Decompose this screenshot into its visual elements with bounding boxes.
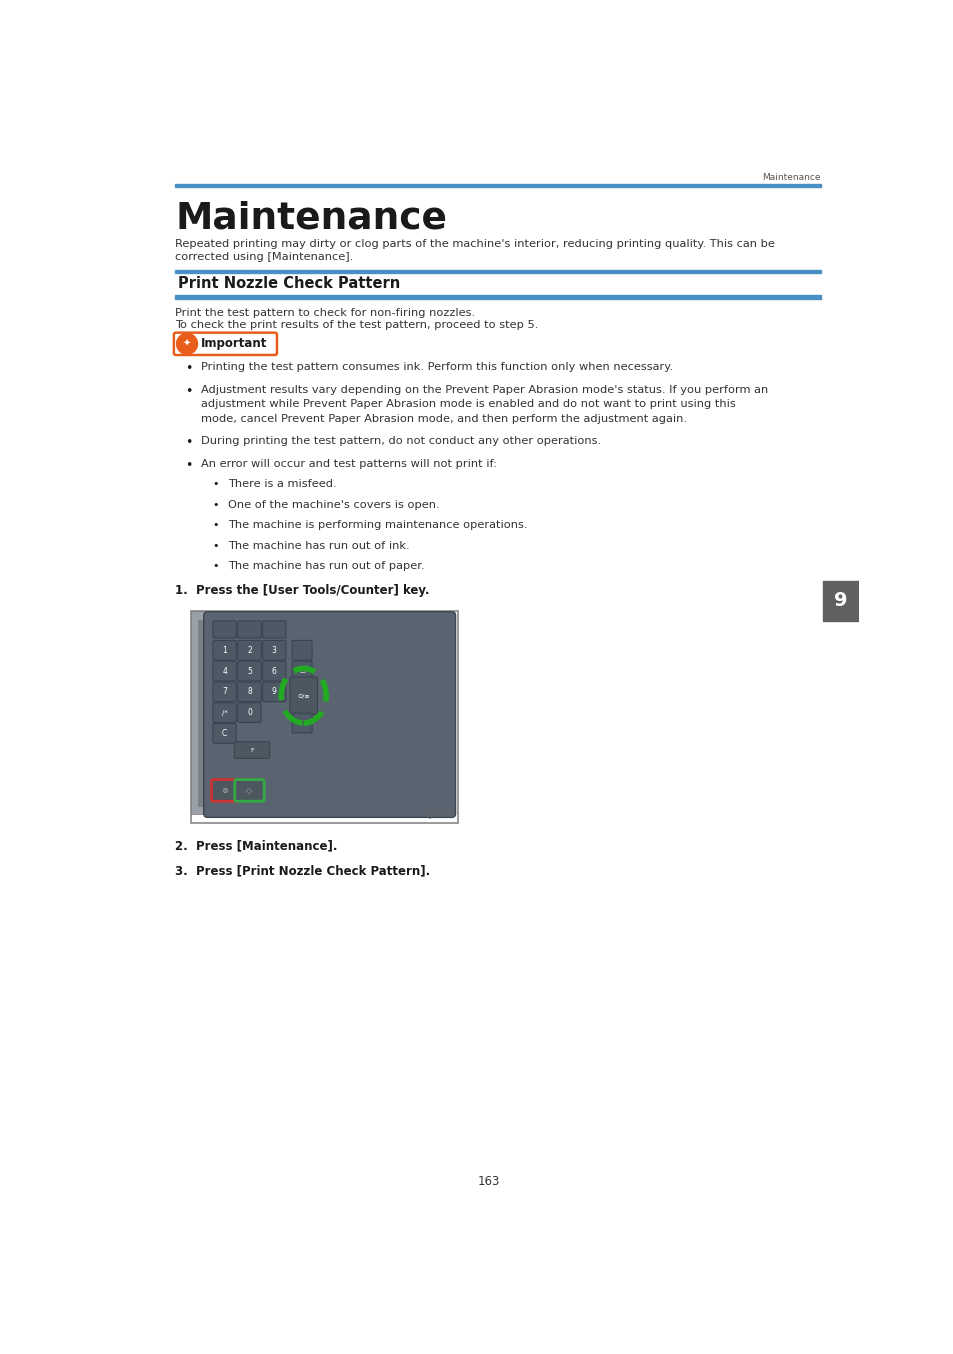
Bar [191,611,457,823]
Text: 1.  Press the [User Tools/Counter] key.: 1. Press the [User Tools/Counter] key. [174,584,429,597]
Text: ◇: ◇ [246,785,253,795]
Text: Repeated printing may dirty or clog parts of the machine's interior, reducing pr: Repeated printing may dirty or clog part… [174,238,774,249]
FancyBboxPatch shape [213,661,236,681]
FancyBboxPatch shape [234,742,270,758]
Text: •: • [212,561,218,571]
Text: •: • [212,500,218,509]
Text: Printing the test pattern consumes ink. Perform this function only when necessar: Printing the test pattern consumes ink. … [201,362,673,372]
Text: •: • [212,479,218,489]
Text: •: • [185,362,193,375]
Text: •: • [212,540,218,551]
Text: 2: 2 [247,646,252,655]
Text: The machine has run out of paper.: The machine has run out of paper. [228,561,424,571]
Text: mode, cancel Prevent Paper Abrasion mode, and then perform the adjustment again.: mode, cancel Prevent Paper Abrasion mode… [201,413,687,424]
Text: Adjustment results vary depending on the Prevent Paper Abrasion mode's status. I: Adjustment results vary depending on the… [201,385,768,395]
FancyBboxPatch shape [213,723,236,743]
Circle shape [176,333,197,355]
Text: To check the print results of the test pattern, proceed to step 5.: To check the print results of the test p… [174,321,537,330]
Text: 6: 6 [272,666,276,676]
Bar [174,295,820,299]
FancyBboxPatch shape [262,621,286,638]
Text: Print Nozzle Check Pattern: Print Nozzle Check Pattern [178,276,400,291]
Text: 3.  Press [Print Nozzle Check Pattern].: 3. Press [Print Nozzle Check Pattern]. [174,864,430,877]
FancyBboxPatch shape [213,640,236,661]
FancyBboxPatch shape [292,640,312,661]
Text: The machine is performing maintenance operations.: The machine is performing maintenance op… [228,520,527,531]
Text: 7: 7 [222,688,227,696]
Text: 9: 9 [272,688,276,696]
Text: 163: 163 [477,1175,499,1187]
Text: 5: 5 [247,666,252,676]
FancyBboxPatch shape [234,780,264,802]
Text: 9: 9 [833,592,846,611]
Text: ⊙/≡: ⊙/≡ [297,693,310,699]
FancyBboxPatch shape [292,661,312,681]
Bar [198,620,206,807]
Text: adjustment while Prevent Paper Abrasion mode is enabled and do not want to print: adjustment while Prevent Paper Abrasion … [201,399,736,409]
Text: 0: 0 [247,708,252,718]
FancyBboxPatch shape [204,612,456,818]
Text: One of the machine's covers is open.: One of the machine's covers is open. [228,500,439,509]
Text: corrected using [Maintenance].: corrected using [Maintenance]. [174,252,353,261]
Text: 4: 4 [222,666,227,676]
Text: 1: 1 [222,646,227,655]
Text: •: • [185,436,193,450]
FancyBboxPatch shape [237,682,261,701]
Bar [174,184,820,187]
Text: /*: /* [221,709,227,716]
Text: Print the test pattern to check for non-firing nozzles.: Print the test pattern to check for non-… [174,307,475,318]
Text: An error will occur and test patterns will not print if:: An error will occur and test patterns wi… [201,459,497,468]
FancyBboxPatch shape [237,661,261,681]
FancyBboxPatch shape [212,780,237,802]
Text: •: • [185,385,193,398]
FancyBboxPatch shape [237,621,261,638]
Text: During printing the test pattern, do not conduct any other operations.: During printing the test pattern, do not… [201,436,601,447]
Text: Maintenance: Maintenance [174,200,447,236]
FancyBboxPatch shape [262,640,286,661]
Bar [191,611,208,814]
Text: ⊗: ⊗ [221,785,228,795]
Text: 8: 8 [247,688,252,696]
Text: 2.  Press [Maintenance].: 2. Press [Maintenance]. [174,839,337,853]
FancyBboxPatch shape [262,682,286,701]
Text: □: □ [299,669,305,673]
FancyBboxPatch shape [213,621,236,638]
Text: 3: 3 [272,646,276,655]
FancyBboxPatch shape [237,703,261,723]
Text: C: C [222,728,227,738]
Text: •: • [185,459,193,473]
FancyBboxPatch shape [213,703,236,723]
Text: Maintenance: Maintenance [761,173,820,183]
Text: Important: Important [200,337,267,351]
Bar [822,581,858,621]
FancyBboxPatch shape [237,640,261,661]
Text: F: F [250,747,253,753]
FancyBboxPatch shape [173,333,276,355]
Text: The machine has run out of ink.: The machine has run out of ink. [228,540,409,551]
Text: ✦: ✦ [183,338,191,349]
FancyBboxPatch shape [262,661,286,681]
Text: CJS039: CJS039 [424,810,454,819]
Text: There is a misfeed.: There is a misfeed. [228,479,336,489]
Bar [174,269,820,274]
Text: •: • [212,520,218,531]
FancyBboxPatch shape [292,714,312,733]
FancyBboxPatch shape [290,677,317,715]
FancyBboxPatch shape [213,682,236,701]
